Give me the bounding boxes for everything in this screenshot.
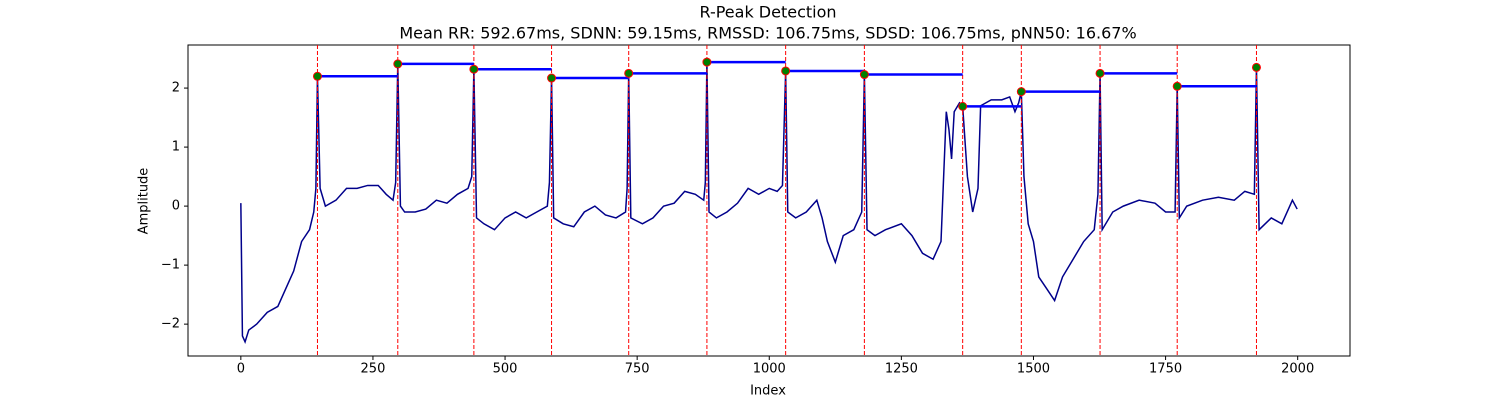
peak-marker: [393, 59, 403, 69]
peak-marker: [781, 66, 791, 76]
peak-marker: [958, 101, 968, 111]
y-tick-label: −2: [161, 317, 180, 332]
peak-marker: [1172, 81, 1182, 91]
x-tick-label: 500: [493, 362, 518, 377]
peak-marker: [624, 68, 634, 78]
x-tick-label: 1000: [753, 362, 786, 377]
peak-marker: [1095, 68, 1105, 78]
x-tick-label: 2000: [1281, 362, 1314, 377]
x-tick-label: 0: [237, 362, 245, 377]
peak-marker: [547, 73, 557, 83]
x-tick-label: 1500: [1017, 362, 1050, 377]
peak-marker: [1251, 62, 1261, 72]
y-tick-label: 2: [172, 81, 180, 96]
peak-marker: [702, 57, 712, 67]
signal-line: [240, 62, 1298, 344]
y-axis-label: Amplitude: [137, 168, 152, 235]
x-tick-label: 750: [625, 362, 650, 377]
peak-marker: [1016, 87, 1026, 97]
x-tick-label: 250: [361, 362, 386, 377]
chart-subtitle: Mean RR: 592.67ms, SDNN: 59.15ms, RMSSD:…: [399, 24, 1136, 43]
x-axis-label: Index: [750, 384, 786, 399]
chart-title: R-Peak Detection: [699, 3, 836, 22]
peak-marker: [859, 70, 869, 80]
peak-marker: [312, 71, 322, 81]
peak-marker: [469, 64, 479, 74]
y-tick-label: 1: [172, 140, 180, 155]
y-tick-label: 0: [172, 199, 180, 214]
x-tick-label: 1250: [885, 362, 918, 377]
y-tick-label: −1: [161, 258, 180, 273]
x-tick-label: 1750: [1149, 362, 1182, 377]
